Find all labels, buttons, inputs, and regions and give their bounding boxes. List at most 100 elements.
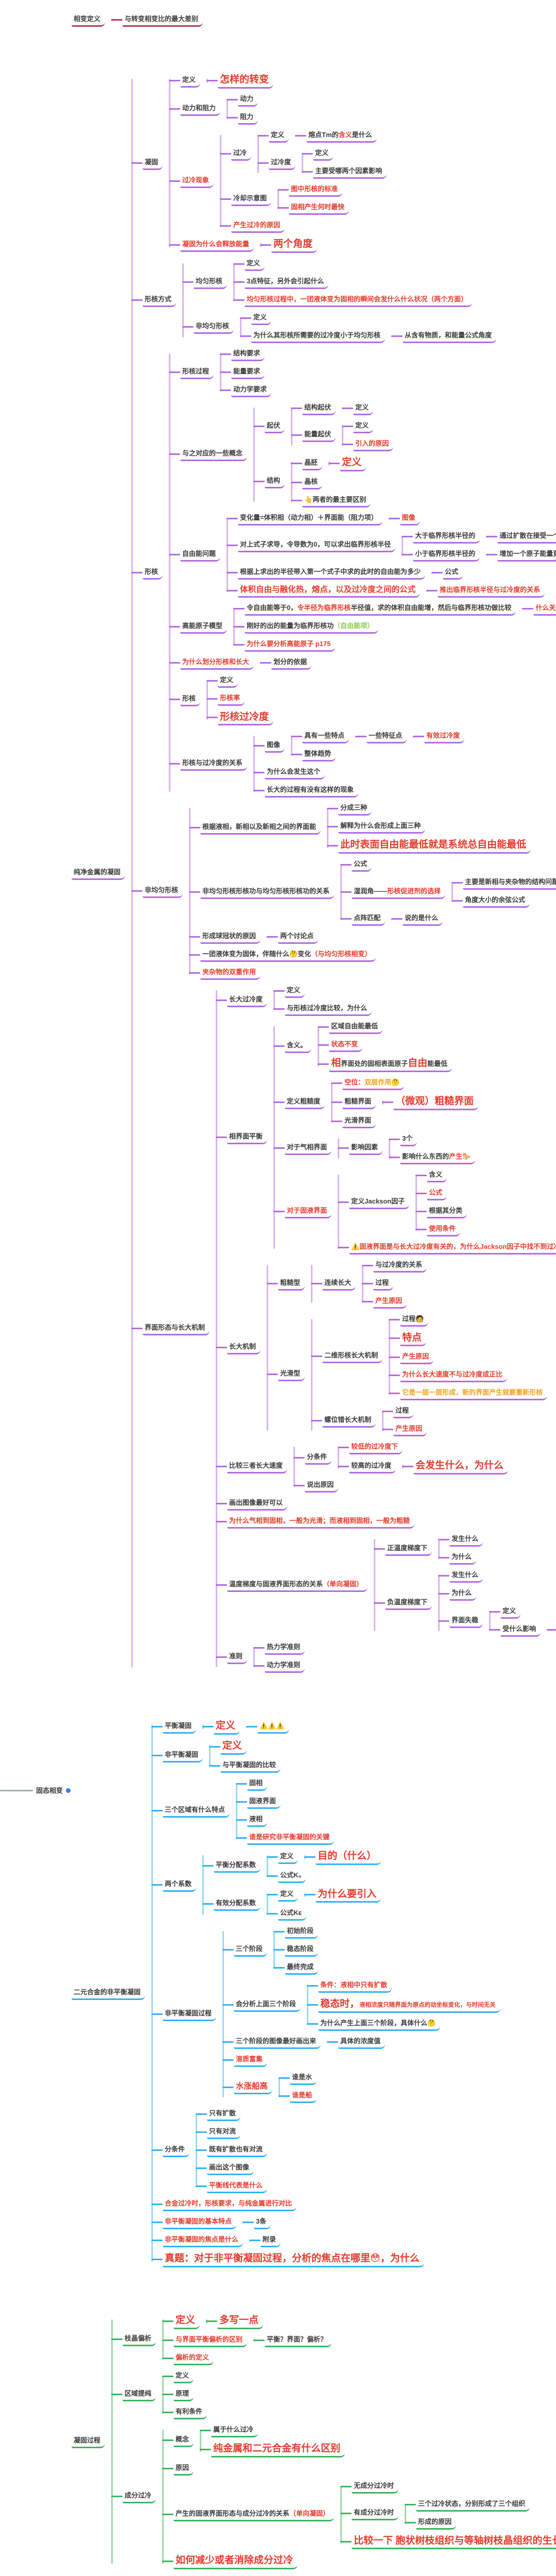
node-label[interactable]: 根据其分类 bbox=[427, 1205, 467, 1218]
node-label[interactable]: 动力 bbox=[238, 93, 258, 107]
node-label[interactable]: 长大机制 bbox=[227, 1341, 261, 1354]
node-label[interactable]: 过冷 bbox=[231, 147, 252, 161]
node-label[interactable]: 能量要求 bbox=[231, 366, 265, 379]
node-label[interactable]: ⚠️⚠️⚠️ bbox=[257, 1720, 289, 1734]
node-label[interactable]: 有效分配系数 bbox=[214, 1897, 261, 1911]
node-label[interactable]: 什么关系 bbox=[533, 602, 556, 616]
node-label[interactable]: 小于临界形核半径的 bbox=[413, 548, 480, 562]
node-label[interactable]: 定义 bbox=[353, 420, 374, 433]
node-label[interactable]: 湿润角——形核促进剂的选择 bbox=[352, 886, 446, 899]
node-label[interactable]: 温度梯度与固液界面形态的关系（单向凝固） bbox=[227, 1579, 368, 1592]
node-label[interactable]: 真题：对于非平衡凝固过程，分析的焦点在哪里😳，为什么 bbox=[163, 2252, 424, 2267]
node-label[interactable]: 枝晶偏析 bbox=[123, 2333, 157, 2347]
node-label[interactable]: 谁是研究非平衡凝固的关键 bbox=[247, 1832, 335, 1845]
node-label[interactable]: 平衡？界面？偏析？ bbox=[265, 2334, 332, 2347]
node-label[interactable]: 定义 bbox=[214, 1719, 240, 1735]
node-label[interactable]: 形核 bbox=[143, 566, 163, 580]
node-label[interactable]: 公式 bbox=[427, 1187, 447, 1200]
node-label[interactable]: 为什么 bbox=[449, 1587, 477, 1601]
node-label[interactable]: 粗糙界面 bbox=[342, 1096, 376, 1109]
node-label[interactable]: 状态不变 bbox=[329, 1039, 363, 1053]
node-label[interactable]: 定义 bbox=[278, 1851, 299, 1864]
node-label[interactable]: 画出这个图像 bbox=[207, 2162, 254, 2176]
node-label[interactable]: 定义 bbox=[218, 674, 238, 688]
node-label[interactable]: 偏析的定义 bbox=[173, 2352, 214, 2365]
node-label[interactable]: 有成分过冷时 bbox=[352, 2507, 399, 2521]
node-label[interactable]: 平衡分配系数 bbox=[214, 1859, 261, 1873]
node-label[interactable]: 长大的过程有没有这样的现象 bbox=[265, 784, 359, 798]
node-label[interactable]: 熔点Tm的含义是什么 bbox=[306, 129, 377, 143]
node-label[interactable]: 对于固液界面 bbox=[285, 1205, 332, 1218]
node-label[interactable]: 3点特征，另外会引起什么 bbox=[245, 276, 329, 289]
node-label[interactable]: 定义 bbox=[278, 1888, 299, 1902]
node-label[interactable]: 体积自由与融化热，熔点，以及过冷度之间的公式 bbox=[238, 584, 421, 598]
node-label[interactable]: 自由能问题 bbox=[180, 548, 221, 562]
node-label[interactable]: 负温度梯度下 bbox=[385, 1597, 432, 1610]
node-label[interactable]: 过程🧑 bbox=[400, 1313, 429, 1327]
node-label[interactable]: 光滑界面 bbox=[342, 1115, 376, 1128]
node-label[interactable]: 结构 bbox=[265, 475, 285, 488]
node-label[interactable]: 定义 bbox=[245, 258, 265, 271]
node-label[interactable]: 特点 bbox=[400, 1331, 427, 1347]
node-label[interactable]: 产生原因 bbox=[373, 1295, 407, 1309]
node-label[interactable]: 两个系数 bbox=[163, 1878, 197, 1892]
node-label[interactable]: 变化量=体积相（动力相）＋界面能（阻力项） bbox=[238, 512, 383, 526]
node-label[interactable]: 光滑型 bbox=[278, 1368, 305, 1382]
node-label[interactable]: 三个阶段 bbox=[234, 1943, 268, 1957]
node-label[interactable]: 有利条件 bbox=[173, 2406, 207, 2419]
node-label[interactable]: 形成球冠状的原因 bbox=[200, 930, 261, 944]
node-label[interactable]: 形核率 bbox=[218, 692, 245, 706]
node-label[interactable]: 结构起伏 bbox=[302, 402, 336, 415]
node-label[interactable]: 公式K₀ bbox=[278, 1870, 306, 1883]
node-label[interactable]: 动力学要求 bbox=[231, 384, 272, 397]
node-label[interactable]: 画出图像最好可以 bbox=[227, 1497, 288, 1511]
node-label[interactable]: 令自由能等于0，令半径为临界形核半径值，求的体积自由能增，然后与临界形核功做比较 bbox=[245, 602, 516, 616]
node-label[interactable]: 会发生什么，为什么 bbox=[413, 1459, 509, 1475]
node-label[interactable]: 动力和阻力 bbox=[180, 103, 221, 116]
node-label[interactable]: 谁是船 bbox=[290, 2090, 317, 2104]
node-label[interactable]: 它是一层一层形成，新的界面产生就要重新形核 bbox=[400, 1387, 548, 1401]
node-label[interactable]: 水涨船高 bbox=[234, 2081, 273, 2094]
node-label[interactable]: 划分的依据 bbox=[271, 656, 312, 670]
node-label[interactable]: 稳态时，液相浓度只随界面为原点的动坐标变化，与时间无关 bbox=[318, 1997, 500, 2013]
node-label[interactable]: 初始阶段 bbox=[285, 1925, 319, 1939]
node-label[interactable]: 区域提纯 bbox=[123, 2388, 157, 2401]
node-label[interactable]: 结构要求 bbox=[231, 348, 265, 361]
node-label[interactable]: 形成的原因 bbox=[416, 2516, 457, 2530]
node-label[interactable]: 过冷现象 bbox=[180, 175, 214, 188]
node-label[interactable]: 界面形态与长大机制 bbox=[143, 1322, 210, 1336]
node-label[interactable]: 通过扩散在接受一个原子可以稳定存在 bbox=[497, 530, 556, 544]
node-label[interactable]: 对上式子求导，令导数为0，可以求出临界形核半径 bbox=[238, 539, 396, 553]
node-label[interactable]: 产生原因 bbox=[393, 1423, 427, 1437]
node-label[interactable]: 液相 bbox=[247, 1814, 268, 1827]
node-label[interactable]: 定义粗糙度 bbox=[285, 1096, 325, 1109]
node-label[interactable]: 最终完成 bbox=[285, 1961, 319, 1975]
node-label[interactable]: 点阵匹配 bbox=[352, 912, 386, 926]
node-label[interactable]: 平衡凝固 bbox=[163, 1720, 197, 1734]
node-label[interactable]: 分条件 bbox=[305, 1451, 332, 1465]
node-label[interactable]: 引入的原因 bbox=[353, 438, 394, 451]
node-label[interactable]: 谁是水 bbox=[290, 2072, 317, 2086]
node-label[interactable]: 角度大小的余弦公式 bbox=[463, 894, 530, 908]
node-label[interactable]: 如何减少或者消除成分过冷 bbox=[173, 2554, 298, 2570]
node-label[interactable]: 主要受哪两个因素影响 bbox=[313, 165, 387, 179]
node-label[interactable]: 为什么长大速度不与过冷度成正比 bbox=[400, 1369, 508, 1383]
node-label[interactable]: 纯金属和二元合金有什么区别 bbox=[211, 2442, 345, 2458]
node-label[interactable]: 推出临界形核半径与过冷度的关系 bbox=[438, 584, 545, 598]
node-label[interactable]: 非平衡凝固的基本特点 bbox=[163, 2216, 237, 2230]
node-label[interactable]: 使用条件 bbox=[427, 1223, 461, 1236]
node-label[interactable]: 较低的过冷度下 bbox=[349, 1441, 403, 1455]
node-label[interactable]: 说的是什么 bbox=[403, 912, 443, 926]
node-label[interactable]: 具体的浓度值 bbox=[338, 2036, 386, 2049]
node-label[interactable]: 原理 bbox=[173, 2388, 194, 2401]
node-label[interactable]: 解释为什么会形成上面三种 bbox=[338, 820, 426, 834]
node-label[interactable]: 增加一个原子能量更高，不可以 bbox=[497, 548, 556, 562]
node-label[interactable]: 高能原子模型 bbox=[180, 620, 228, 634]
node-label[interactable]: 两个角度 bbox=[271, 238, 318, 253]
node-label[interactable]: 定义 bbox=[220, 1739, 247, 1755]
node-label[interactable]: 定义 bbox=[173, 2370, 194, 2383]
node-label[interactable]: 固液界面 bbox=[247, 1795, 281, 1809]
node-label[interactable]: 准则 bbox=[227, 1651, 248, 1664]
node-label[interactable]: 相变定义 bbox=[72, 13, 106, 27]
node-label[interactable]: 产生的固液界面形态与成分过冷的关系（单向凝固） bbox=[173, 2508, 335, 2522]
